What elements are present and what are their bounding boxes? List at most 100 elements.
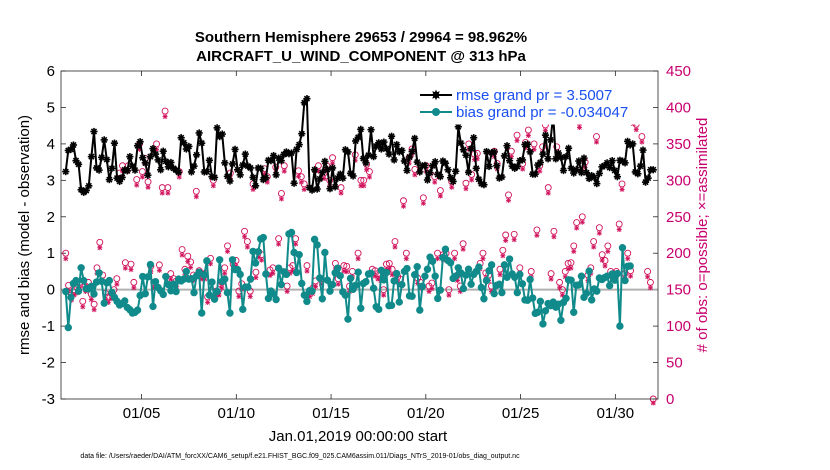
- obs-assimilated-point: [253, 275, 259, 281]
- obs-assimilated-point: [605, 248, 611, 254]
- bias-point: [277, 280, 285, 289]
- rmse-point: [467, 145, 475, 153]
- rmse-point: [641, 178, 650, 186]
- right-tick-label: 0: [666, 391, 674, 408]
- rmse-point: [303, 95, 311, 103]
- bias-point: [64, 323, 73, 332]
- rmse-point: [639, 146, 647, 154]
- bias-point: [585, 267, 593, 275]
- bias-point: [223, 288, 232, 297]
- rmse-point: [228, 160, 237, 168]
- rmse-point: [547, 136, 555, 144]
- obs-assimilated-point: [338, 190, 344, 196]
- rmse-point: [85, 182, 93, 190]
- bias-point: [298, 279, 306, 288]
- rmse-point: [249, 173, 257, 182]
- obs-assimilated-point: [63, 256, 69, 262]
- rmse-point: [269, 151, 278, 160]
- rmse-point: [644, 174, 652, 182]
- rmse-point: [359, 154, 367, 163]
- bias-point: [72, 276, 80, 285]
- rmse-point: [128, 162, 137, 170]
- bias-point: [582, 289, 591, 298]
- obs-assimilated-point: [625, 256, 631, 262]
- obs-assimilated-point: [270, 270, 276, 276]
- rmse-point: [205, 156, 214, 164]
- bias-point: [621, 276, 629, 285]
- bias-point: [262, 270, 270, 278]
- bias-point: [369, 284, 378, 292]
- bias-point: [362, 277, 370, 286]
- obs-assimilated-point: [633, 127, 639, 133]
- obs-assimilated-point: [242, 234, 248, 240]
- bias-point: [416, 306, 424, 314]
- rmse-point: [74, 160, 83, 168]
- rmse-point: [69, 141, 78, 149]
- obs-assimilated-point: [392, 244, 398, 250]
- obs-assimilated-point: [645, 274, 651, 280]
- obs-assimilated-point: [545, 190, 551, 196]
- rmse-point: [251, 182, 260, 190]
- bias-point: [354, 268, 362, 276]
- bias-point: [62, 287, 70, 296]
- bias-point: [308, 287, 316, 295]
- rmse-point: [593, 180, 601, 188]
- rmse-point: [316, 175, 324, 183]
- rmse-point: [375, 139, 383, 147]
- bias-point: [303, 297, 311, 306]
- rmse-point: [226, 177, 234, 185]
- rmse-point: [441, 159, 450, 167]
- bias-point: [321, 248, 329, 257]
- rmse-point: [210, 173, 219, 182]
- rmse-point: [213, 124, 221, 132]
- obs-assimilated-point: [128, 267, 134, 273]
- bias-point: [498, 288, 506, 297]
- left-tick-label: 0: [47, 282, 55, 299]
- bias-point: [172, 287, 180, 296]
- rmse-point: [408, 147, 416, 156]
- rmse-point: [357, 125, 365, 133]
- bias-point: [272, 295, 280, 304]
- rmse-point: [446, 174, 455, 182]
- obs-assimilated-point: [364, 167, 370, 173]
- bias-point: [341, 291, 350, 299]
- bias-point: [616, 322, 624, 330]
- left-axis-tick-labels: -3 -2 -1 0 1 2 3 4 5 6: [42, 63, 55, 408]
- rmse-point: [116, 177, 124, 186]
- obs-assimilated-point: [650, 400, 656, 406]
- bias-point: [282, 270, 291, 279]
- rmse-point: [141, 159, 149, 167]
- bias-point: [100, 299, 108, 307]
- right-axis-tick-labels: 0 50 100 150 200 250 300 350 400 450: [666, 63, 691, 408]
- bias-point: [333, 264, 342, 272]
- rmse-point: [123, 167, 131, 175]
- rmse-point: [308, 186, 316, 194]
- rmse-point: [234, 166, 242, 174]
- bias-point: [159, 290, 167, 299]
- left-tick-label: -1: [42, 318, 55, 335]
- obs-assimilated-point: [514, 138, 520, 144]
- bias-point: [264, 294, 273, 303]
- left-tick-label: -2: [42, 355, 55, 372]
- bias-point: [215, 256, 224, 264]
- bias-point: [575, 281, 583, 289]
- obs-assimilated-point: [185, 259, 191, 265]
- obs-assimilated-point: [420, 200, 426, 206]
- rmse-point: [118, 173, 126, 182]
- obs-assimilated-point: [88, 296, 94, 302]
- obs-assimilated-point: [97, 245, 103, 251]
- rmse-point: [318, 169, 326, 177]
- obs-assimilated-point: [361, 183, 367, 189]
- bias-point: [208, 278, 216, 286]
- bias-point: [441, 245, 450, 253]
- bias-point: [536, 297, 545, 306]
- x-axis-label: Jan.01,2019 00:00:00 start: [269, 428, 448, 445]
- bias-point: [452, 272, 460, 280]
- rmse-point: [144, 171, 152, 179]
- rmse-point: [157, 166, 165, 174]
- obs-assimilated-point: [551, 234, 557, 240]
- obs-assimilated-point: [179, 252, 185, 258]
- obs-assimilated-point: [429, 286, 435, 292]
- left-tick-label: 3: [47, 172, 55, 189]
